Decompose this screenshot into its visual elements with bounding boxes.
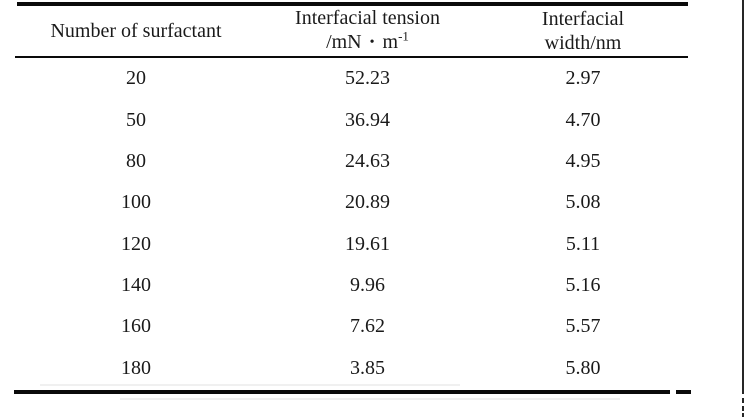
interfacial-width-cell: 2.97 <box>565 67 601 90</box>
interfacial-tension-cell: 9.96 <box>350 274 385 297</box>
header-col1-label: Number of surfactant <box>50 19 222 42</box>
header-interfacial-width: Interfacial width/nm <box>478 7 688 55</box>
surfactant-count-cell: 20 <box>126 67 146 90</box>
interfacial-tension-cell: 19.61 <box>345 232 390 255</box>
interfacial-tension-cell: 52.23 <box>345 67 390 90</box>
table-bottom-rule <box>14 390 670 394</box>
surfactant-count-cell: 180 <box>121 356 151 379</box>
interfacial-tension-cell: 24.63 <box>345 149 390 172</box>
table-body: 20 52.23 2.97 50 36.94 4.70 80 24.63 4.9… <box>15 58 688 389</box>
table-header-rule <box>15 56 688 58</box>
table-header-row: Number of surfactant Interfacial tension… <box>15 5 688 56</box>
interfacial-width-cell: 4.95 <box>565 149 601 172</box>
surfactant-count-cell: 80 <box>126 149 146 172</box>
scan-smudge <box>40 384 460 386</box>
header-col3-line1: Interfacial <box>541 7 625 30</box>
interfacial-width-cell: 5.08 <box>565 191 601 214</box>
surfactant-count-cell: 50 <box>126 108 146 131</box>
header-col2-line1: Interfacial tension <box>295 7 440 29</box>
interfacial-width-cell: 5.11 <box>565 232 601 255</box>
interfacial-width-cell: 5.57 <box>565 315 601 338</box>
interfacial-tension-cell: 20.89 <box>345 191 390 214</box>
header-col2-unit-line: /mN • m-1 <box>257 28 478 55</box>
table-top-rule <box>17 2 688 6</box>
interfacial-tension-cell: 3.85 <box>350 356 385 379</box>
interfacial-width-cell: 4.70 <box>565 108 601 131</box>
interfacial-tension-cell: 36.94 <box>345 108 390 131</box>
scan-edge-dash <box>742 406 744 411</box>
scan-edge-line <box>742 0 744 394</box>
unit-base: m <box>382 31 399 53</box>
scan-edge-dash <box>742 413 744 417</box>
interfacial-tension-cell: 7.62 <box>350 315 385 338</box>
interfacial-width-cell: 5.16 <box>565 274 601 297</box>
surfactant-count-cell: 140 <box>121 274 151 297</box>
unit-prefix: /mN <box>326 31 362 53</box>
interfacial-width-cell: 5.80 <box>565 356 601 379</box>
surfactant-count-cell: 160 <box>121 315 151 338</box>
surfactant-count-cell: 120 <box>121 232 151 255</box>
header-interfacial-tension: Interfacial tension /mN • m-1 <box>257 6 478 55</box>
scan-edge-dash <box>742 398 744 403</box>
header-number-of-surfactant: Number of surfactant <box>15 19 257 43</box>
header-col3-line2: width/nm <box>544 31 622 54</box>
unit-dot: • <box>369 35 375 50</box>
scan-smudge <box>120 398 620 400</box>
surfactant-count-cell: 100 <box>121 191 151 214</box>
table-bottom-rule-dash <box>676 390 691 394</box>
unit-superscript: -1 <box>398 28 409 44</box>
